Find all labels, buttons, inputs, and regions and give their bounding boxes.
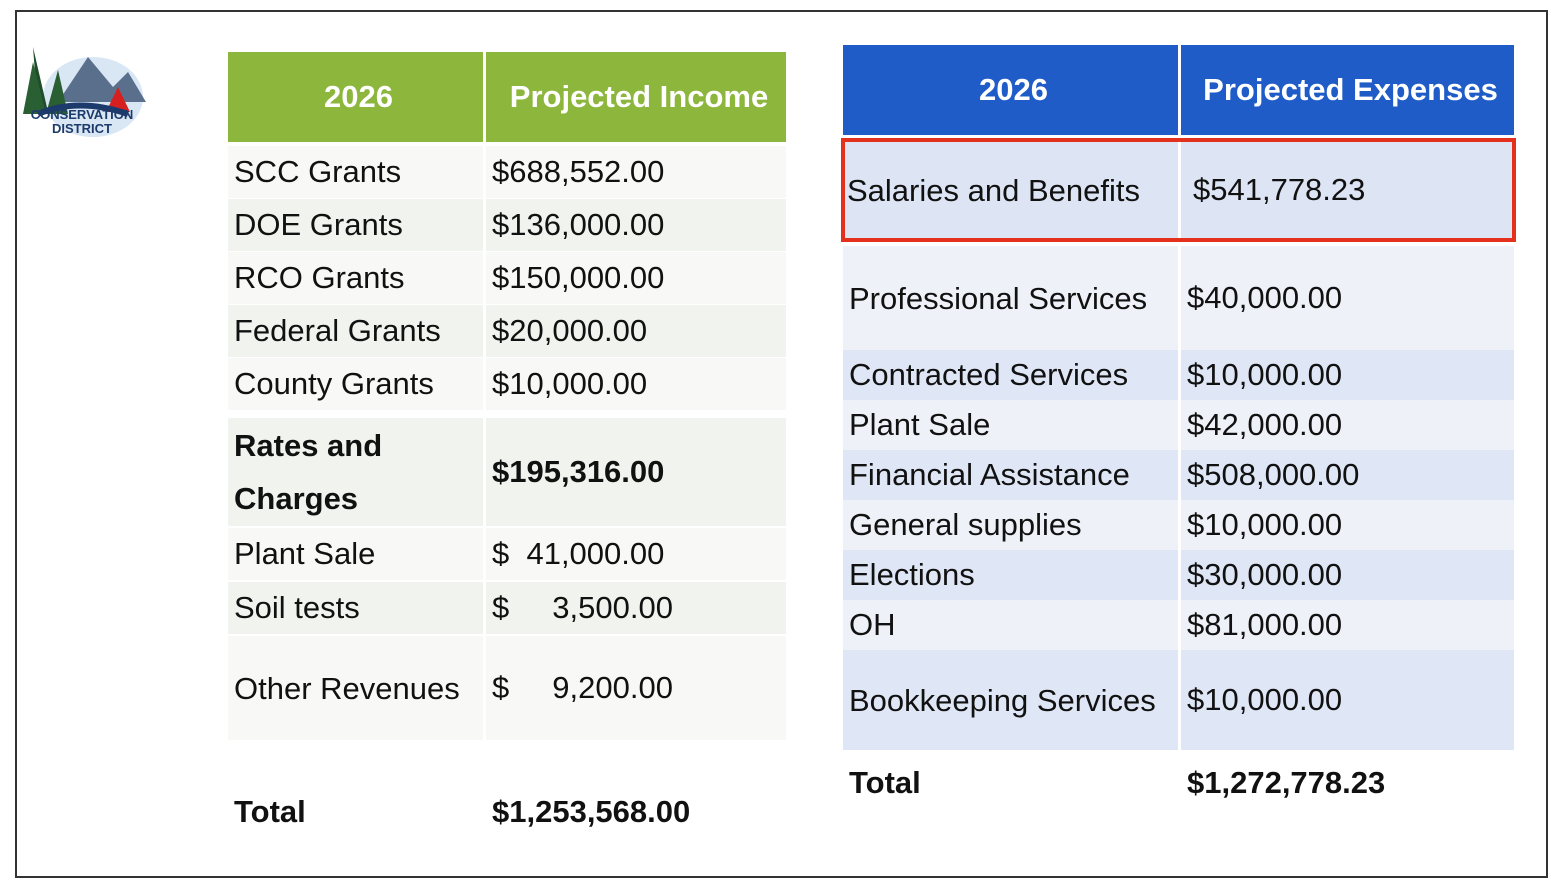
logo-art (23, 47, 146, 137)
table-row: Plant Sale $ 41,000.00 (228, 528, 786, 580)
table-row: Financial Assistance $508,000.00 (843, 450, 1514, 500)
table-row: Rates and Charges $195,316.00 (228, 418, 786, 526)
table-row: Bookkeeping Services $10,000.00 (843, 650, 1514, 750)
logo: CONSERVATION DISTRICT (18, 42, 146, 142)
logo-text: DISTRICT (52, 121, 112, 136)
table-row: Salaries and Benefits $541,778.23 (841, 138, 1516, 242)
label-cell: RCO Grants (228, 252, 483, 304)
table-row: County Grants $10,000.00 (228, 358, 786, 410)
header-cell: Projected Expenses (1181, 45, 1514, 135)
amount-cell: $136,000.00 (486, 199, 786, 251)
label-cell: Soil tests (228, 582, 483, 634)
income-table: 2026 Projected Income SCC Grants $688,552… (228, 52, 786, 839)
total-label: Total (234, 793, 306, 829)
total-amount: $1,272,778.23 (1187, 764, 1386, 800)
label-cell: Elections (843, 550, 1178, 600)
total-row: Total $1,253,568.00 (228, 784, 786, 839)
total-amount: $1,253,568.00 (492, 793, 691, 829)
table-row: SCC Grants $688,552.00 (228, 146, 786, 198)
header-cell: Projected Income (486, 52, 786, 142)
table-row: Other Revenues $ 9,200.00 (228, 636, 786, 740)
label-cell: DOE Grants (228, 199, 483, 251)
expense-table: 2026 Projected Expenses Salaries and Ben… (841, 45, 1516, 810)
label-cell: Rates and Charges (228, 418, 483, 526)
label-cell: Salaries and Benefits (843, 140, 1178, 240)
total-row: Total $1,272,778.23 (843, 755, 1514, 810)
label-cell: Federal Grants (228, 305, 483, 357)
table-row: General supplies $10,000.00 (843, 500, 1514, 550)
label-cell: Other Revenues (228, 636, 483, 740)
header-row: 2026 Projected Expenses (843, 45, 1514, 135)
table-row: OH $81,000.00 (843, 600, 1514, 650)
amount-cell: $81,000.00 (1181, 600, 1514, 650)
label-cell: OH (843, 600, 1178, 650)
table-row: Plant Sale $42,000.00 (843, 400, 1514, 450)
label-cell: Professional Services (843, 246, 1178, 350)
amount-cell: $20,000.00 (486, 305, 786, 357)
header-cell: 2026 (228, 52, 483, 142)
amount-cell: $40,000.00 (1181, 246, 1514, 350)
label-cell: Plant Sale (228, 528, 483, 580)
header-cell: 2026 (843, 45, 1178, 135)
label-cell: General supplies (843, 500, 1178, 550)
table-row: Professional Services $40,000.00 (843, 246, 1514, 350)
label-cell: Contracted Services (843, 350, 1178, 400)
amount-cell: $ 41,000.00 (486, 528, 786, 580)
amount-cell: $42,000.00 (1181, 400, 1514, 450)
label-cell: Financial Assistance (843, 450, 1178, 500)
frame (15, 10, 1548, 878)
amount-cell: $195,316.00 (486, 418, 786, 526)
label-cell: SCC Grants (228, 146, 483, 198)
amount-cell: $10,000.00 (486, 358, 786, 410)
logo-text: CONSERVATION (30, 107, 134, 122)
amount-cell: $10,000.00 (1181, 500, 1514, 550)
table-row: RCO Grants $150,000.00 (228, 252, 786, 304)
table-row: Elections $30,000.00 (843, 550, 1514, 600)
table-row: Soil tests $ 3,500.00 (228, 582, 786, 634)
header-row: 2026 Projected Income (228, 52, 786, 142)
table-row: DOE Grants $136,000.00 (228, 199, 786, 251)
total-label: Total (849, 764, 921, 800)
amount-cell: $688,552.00 (486, 146, 786, 198)
table-row: Contracted Services $10,000.00 (843, 350, 1514, 400)
amount-cell: $150,000.00 (486, 252, 786, 304)
amount-cell: $30,000.00 (1181, 550, 1514, 600)
amount-cell: $10,000.00 (1181, 650, 1514, 750)
amount-cell: $ 9,200.00 (486, 636, 786, 740)
amount-cell: $541,778.23 (1181, 140, 1514, 240)
label-cell: County Grants (228, 358, 483, 410)
amount-cell: $ 3,500.00 (486, 582, 786, 634)
amount-cell: $508,000.00 (1181, 450, 1514, 500)
label-cell: Bookkeeping Services (843, 650, 1178, 750)
amount-cell: $10,000.00 (1181, 350, 1514, 400)
table-row: Federal Grants $20,000.00 (228, 305, 786, 357)
label-cell: Plant Sale (843, 400, 1178, 450)
